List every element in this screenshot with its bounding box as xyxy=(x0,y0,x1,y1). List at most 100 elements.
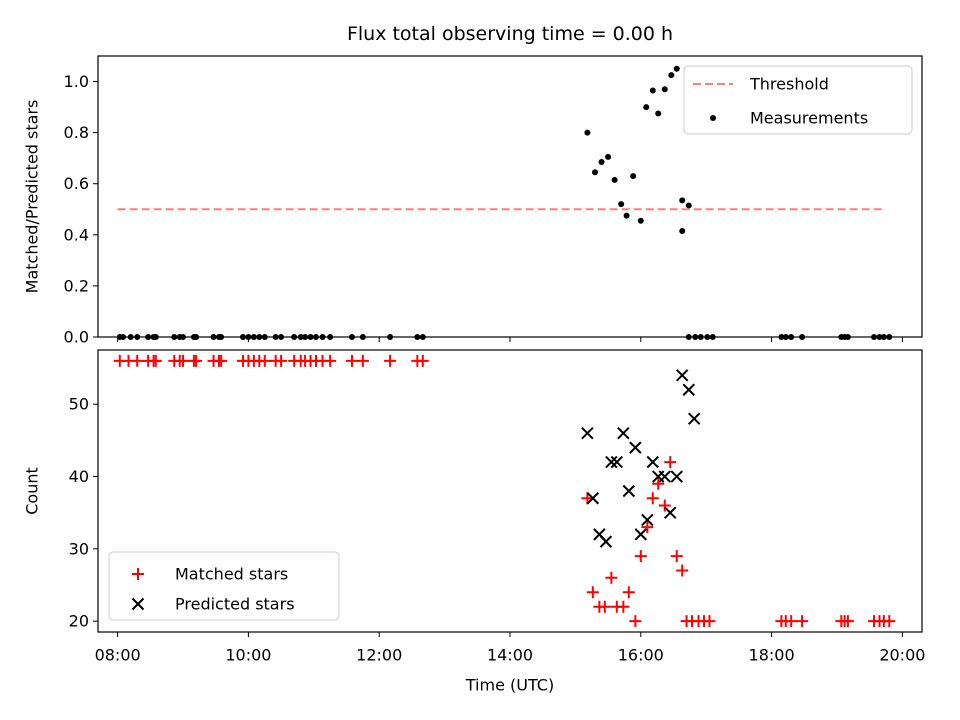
predicted-star-point xyxy=(682,383,695,396)
matched-star-point xyxy=(131,354,144,367)
measurement-point xyxy=(630,173,637,180)
matched-star-point xyxy=(617,600,630,613)
measurement-point xyxy=(584,129,591,136)
matched-star-point xyxy=(676,564,689,577)
predicted-star-point xyxy=(617,426,630,440)
matched-star-point xyxy=(670,550,683,563)
y-tick-label: 0.6 xyxy=(64,174,89,193)
predicted-star-point xyxy=(676,369,689,382)
predicted-star-point xyxy=(629,441,642,454)
matched-star-point xyxy=(658,499,671,512)
plot-frame xyxy=(97,349,923,633)
matched-star-point xyxy=(149,354,162,367)
matched-star-point xyxy=(586,586,599,599)
matched-star-point xyxy=(177,354,190,367)
matched-star-point xyxy=(356,354,369,367)
predicted-star-point xyxy=(610,455,624,469)
y-tick-label: 0.8 xyxy=(64,123,89,142)
matched-star-point xyxy=(629,615,642,628)
matched-star-point xyxy=(384,354,397,367)
measurement-point xyxy=(679,197,686,204)
matched-star-point xyxy=(646,492,659,505)
predicted-star-point xyxy=(658,470,671,483)
y-tick-label: 0.0 xyxy=(64,328,89,347)
matched-star-point xyxy=(652,477,665,490)
matched-star-point xyxy=(581,492,594,505)
measurement-point xyxy=(637,217,644,224)
legend-matched-swatch xyxy=(132,568,144,580)
matched-star-point xyxy=(324,354,337,367)
y-axis-label: Count xyxy=(23,467,42,515)
legend-label: Predicted stars xyxy=(175,595,295,614)
predicted-star-point xyxy=(581,426,594,440)
plot-frame xyxy=(97,55,923,338)
matched-star-point xyxy=(190,354,203,367)
legend-box xyxy=(683,65,913,135)
measurement-point xyxy=(623,212,630,219)
y-tick-label: 1.0 xyxy=(64,72,89,91)
measurement-point xyxy=(673,65,680,72)
x-tick-label: 08:00 xyxy=(95,646,141,665)
x-tick-label: 14:00 xyxy=(487,646,533,665)
legend-measurement-swatch xyxy=(710,115,716,121)
measurement-point xyxy=(661,86,668,93)
predicted-star-point xyxy=(599,535,613,548)
matched-star-point xyxy=(598,600,611,613)
predicted-star-point xyxy=(641,513,654,527)
measurement-point xyxy=(598,159,605,166)
y-tick-label: 30 xyxy=(69,539,89,558)
x-tick-label: 16:00 xyxy=(618,646,664,665)
x-axis-label: Time (UTC) xyxy=(465,676,554,695)
plot-area-2 xyxy=(113,354,896,628)
matched-star-point xyxy=(258,354,271,367)
matched-star-point xyxy=(634,550,647,563)
measurement-point xyxy=(668,72,675,79)
predicted-star-point xyxy=(687,412,701,425)
x-tick-label: 10:00 xyxy=(225,646,271,665)
y-tick-label: 0.4 xyxy=(64,225,89,244)
matched-star-point xyxy=(841,615,854,628)
chart-title: Flux total observing time = 0.00 h xyxy=(347,23,673,45)
predicted-star-point xyxy=(646,455,659,469)
measurement-point xyxy=(618,201,625,208)
matched-star-point xyxy=(345,354,358,367)
legend-label: Matched stars xyxy=(175,565,288,584)
measurement-point xyxy=(655,110,662,117)
legend-box xyxy=(108,551,340,621)
matched-star-point xyxy=(641,521,654,534)
predicted-star-point xyxy=(586,492,600,505)
matched-star-point xyxy=(605,571,618,584)
matched-star-point xyxy=(883,615,896,628)
predicted-star-point xyxy=(605,455,618,469)
matched-star-point xyxy=(622,586,635,599)
measurement-point xyxy=(679,227,686,234)
measurement-point xyxy=(643,104,650,111)
measurement-point xyxy=(605,153,612,160)
matched-star-point xyxy=(785,615,798,628)
matched-star-point xyxy=(215,354,228,367)
legend-label: Measurements xyxy=(750,109,868,128)
x-tick-label: 12:00 xyxy=(356,646,402,665)
predicted-star-point xyxy=(634,528,648,541)
y-tick-label: 20 xyxy=(69,612,89,631)
predicted-star-point xyxy=(670,470,683,483)
legend-label: Threshold xyxy=(749,75,829,94)
measurement-point xyxy=(649,87,656,94)
measurement-point xyxy=(611,176,618,183)
y-tick-label: 40 xyxy=(69,467,89,486)
matched-star-point xyxy=(275,354,288,367)
y-tick-label: 50 xyxy=(69,395,89,414)
matched-star-point xyxy=(664,456,677,469)
x-tick-label: 20:00 xyxy=(879,646,925,665)
matched-star-point xyxy=(796,615,809,628)
measurement-point xyxy=(592,169,599,176)
y-axis-label: Matched/Predicted stars xyxy=(23,100,42,294)
matched-star-point xyxy=(703,615,716,628)
predicted-star-point xyxy=(622,484,636,498)
matched-star-point xyxy=(416,354,429,367)
x-tick-label: 18:00 xyxy=(749,646,795,665)
measurement-point xyxy=(685,202,692,209)
y-tick-label: 0.2 xyxy=(64,276,89,295)
legend-predicted-swatch xyxy=(131,597,145,611)
